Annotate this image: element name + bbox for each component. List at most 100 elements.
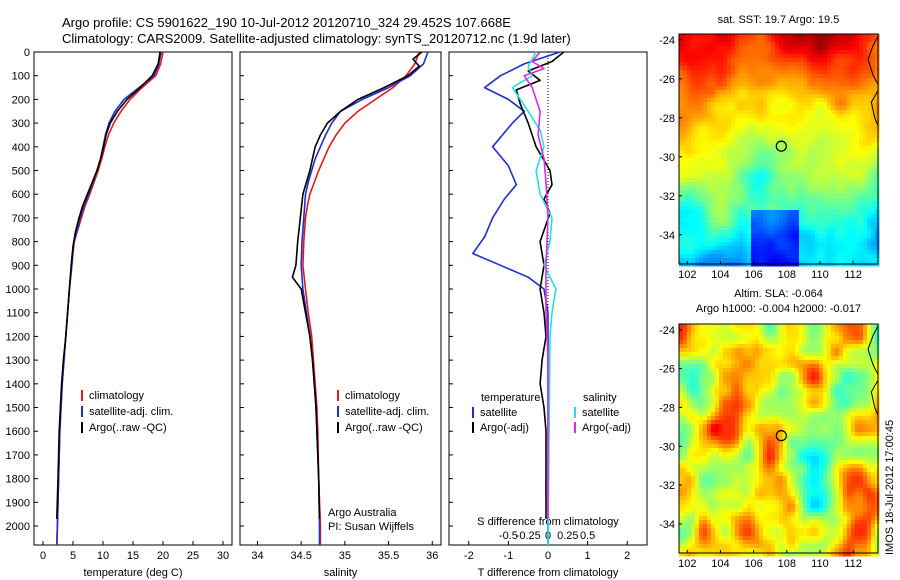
sst-map-cell xyxy=(851,250,856,255)
sst-map-cell xyxy=(771,190,776,195)
sst-map-cell xyxy=(687,102,692,107)
sst-map-cell xyxy=(679,230,684,235)
sst-map-cell xyxy=(791,94,796,99)
sst-map-cell xyxy=(875,110,880,115)
sla-map-cell xyxy=(731,400,736,405)
sla-map-cell xyxy=(779,344,784,349)
sst-map-cell xyxy=(803,230,808,235)
sst-map-cell xyxy=(791,254,796,259)
temperature-xtick-label: 25 xyxy=(187,550,199,562)
sst-map-cell xyxy=(851,66,856,71)
sst-map-cell xyxy=(863,254,868,259)
sst-map-cell xyxy=(743,190,748,195)
sla-map-cell xyxy=(787,376,792,381)
sst-map-cell xyxy=(759,38,764,43)
sst-map-cell xyxy=(811,130,816,135)
sst-map-cell xyxy=(807,102,812,107)
sst-map-cell xyxy=(855,246,860,251)
sla-map-cell xyxy=(703,376,708,381)
sla-map-cell xyxy=(755,428,760,433)
sst-map-cell xyxy=(791,194,796,199)
sla-map-cell xyxy=(679,452,684,457)
sla-map-cell xyxy=(727,472,732,477)
sst-map-cell xyxy=(787,146,792,151)
depth-tick-label: 1200 xyxy=(6,331,30,343)
sst-map-cell xyxy=(867,154,872,159)
sst-map-cell xyxy=(859,98,864,103)
sla-map-cell xyxy=(711,380,716,385)
sst-map-cell xyxy=(811,150,816,155)
sst-map-cell xyxy=(723,178,728,183)
sla-map-cell xyxy=(811,328,816,333)
sla-map-cell xyxy=(855,328,860,333)
sst-map-cell xyxy=(771,194,776,199)
sst-map-cell xyxy=(695,142,700,147)
sst-map-cell xyxy=(871,102,876,107)
sst-map-cell xyxy=(735,170,740,175)
sst-map-cell xyxy=(715,234,720,239)
sst-map-cell xyxy=(759,166,764,171)
sla-map-cell xyxy=(755,456,760,461)
sst-map-cell xyxy=(751,194,756,199)
sst-map-cell xyxy=(747,258,752,263)
sst-map-cell xyxy=(787,106,792,111)
sst-map-cell xyxy=(751,106,756,111)
sla-map-cell xyxy=(831,360,836,365)
sla-map-cell xyxy=(723,432,728,437)
sst-map-cell xyxy=(683,210,688,215)
sst-map-cell xyxy=(839,214,844,219)
sst-map-cell xyxy=(775,34,780,39)
sst-map-cell xyxy=(683,218,688,223)
sst-map-cell xyxy=(787,114,792,119)
sst-map-cell xyxy=(835,226,840,231)
sst-map-cell xyxy=(743,114,748,119)
sst-map-cell xyxy=(859,114,864,119)
sst-map-cell xyxy=(727,254,732,259)
sst-map-cell xyxy=(859,138,864,143)
sla-map-cell xyxy=(703,432,708,437)
sst-map-cell xyxy=(819,98,824,103)
sst-map-cell xyxy=(799,234,804,239)
sst-map-cell xyxy=(743,110,748,115)
sst-map-cell xyxy=(867,250,872,255)
sst-map-cell xyxy=(699,234,704,239)
sla-map-cell xyxy=(819,348,824,353)
sla-map-cell xyxy=(851,324,856,329)
sst-map-cell xyxy=(723,126,728,131)
sst-map-cell xyxy=(711,58,716,63)
sst-map-cell xyxy=(819,198,824,203)
sst-map-cell xyxy=(791,90,796,95)
sst-map-cell xyxy=(787,42,792,47)
sst-map-cell xyxy=(691,38,696,43)
sst-map-cell xyxy=(687,122,692,127)
sst-map-cell xyxy=(859,214,864,219)
sst-map-cell xyxy=(767,222,772,227)
sla-map-cell xyxy=(807,356,812,361)
sla-map-cell xyxy=(755,408,760,413)
sst-map-cell xyxy=(867,134,872,139)
sst-map-cell xyxy=(767,166,772,171)
sst-map-cell xyxy=(871,70,876,75)
sst-map-cell xyxy=(791,54,796,59)
sst-map-cell xyxy=(707,98,712,103)
sst-map-cell xyxy=(831,122,836,127)
sst-map-cell xyxy=(751,146,756,151)
sla-map-cell xyxy=(799,368,804,373)
sla-map-cell xyxy=(839,352,844,357)
sst-map-cell xyxy=(863,54,868,59)
sst-map-cell xyxy=(763,90,768,95)
sla-map-cell xyxy=(875,360,880,365)
sst-map-cell xyxy=(711,130,716,135)
sst-map-cell xyxy=(875,58,880,63)
sla-map-cell xyxy=(871,368,876,373)
sla-map-cell xyxy=(763,340,768,345)
sla-map-cell xyxy=(687,456,692,461)
sla-map-cell xyxy=(787,448,792,453)
sst-map-cell xyxy=(795,206,800,211)
sst-map-cell xyxy=(783,86,788,91)
sst-map-cell xyxy=(803,150,808,155)
sst-map-cell xyxy=(687,214,692,219)
sst-map-cell xyxy=(807,230,812,235)
sst-map-cell xyxy=(771,218,776,223)
sst-map-cell xyxy=(795,218,800,223)
